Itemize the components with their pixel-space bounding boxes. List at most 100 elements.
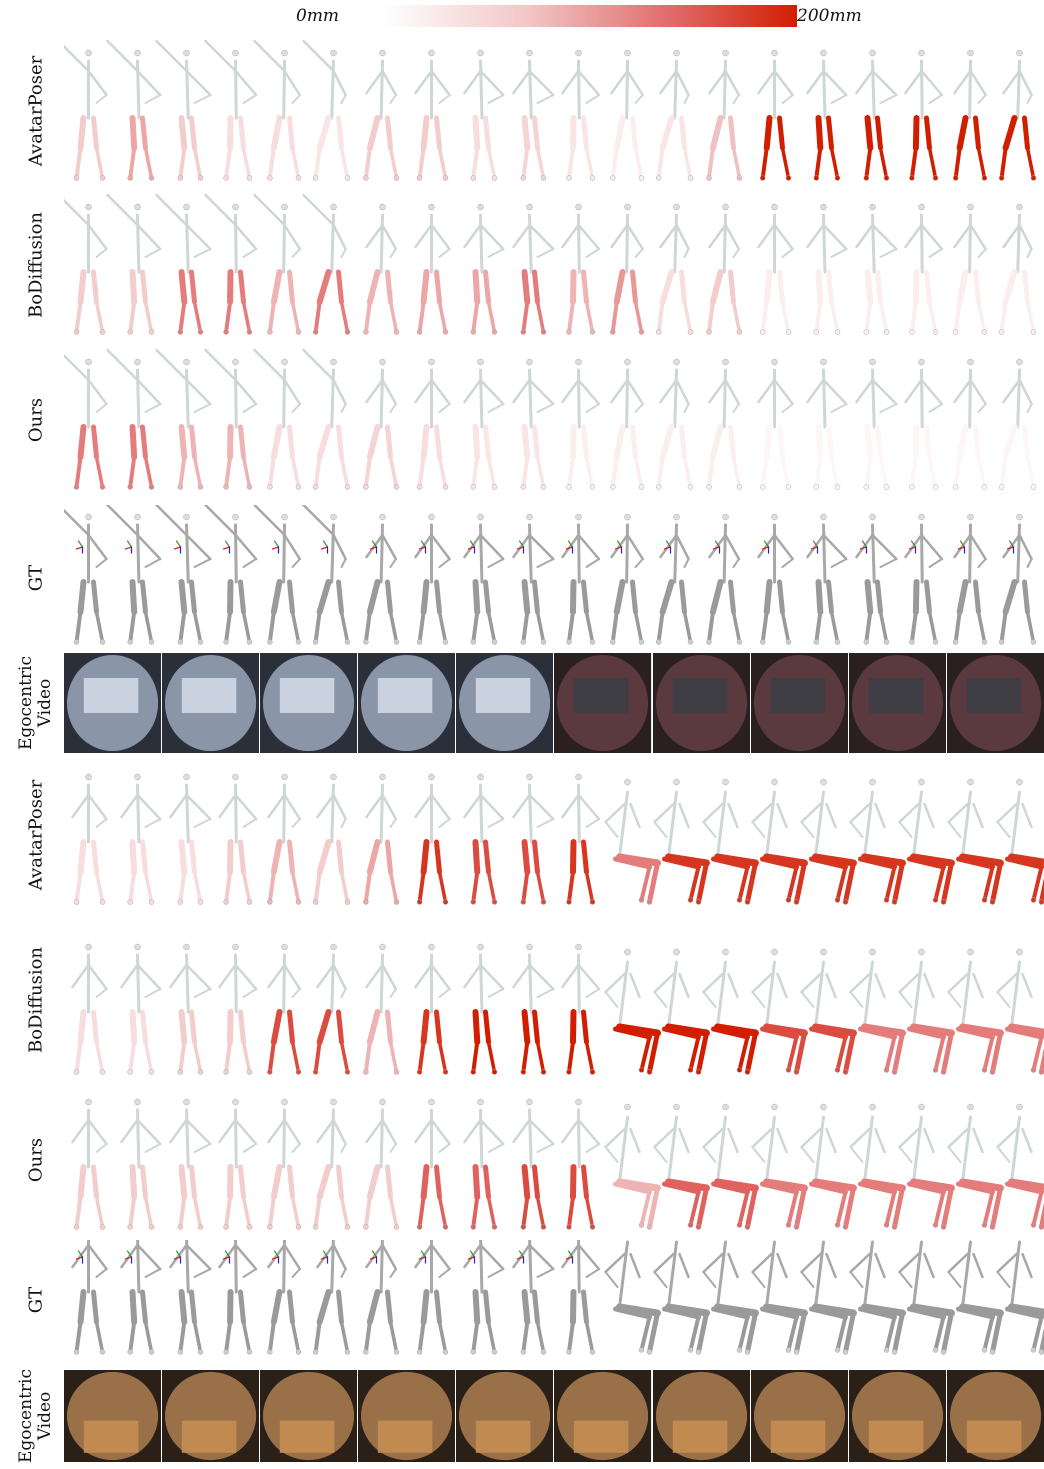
skeleton-figure [204,39,258,181]
egocentric-video-strip [64,653,1044,753]
skeleton-figure [267,1240,302,1355]
row-label: Egocentric Video [16,1369,55,1463]
skeleton-figure [512,1098,555,1230]
skeleton-figure [169,773,212,905]
video-frame [260,1370,359,1462]
skeleton-figure [996,1103,1044,1230]
skeleton-figure [653,1103,710,1230]
skeleton-figure [463,1240,505,1355]
skeleton-figure [155,348,212,490]
video-frame [554,653,653,753]
row-label: Egocentric Video [16,656,55,750]
skeleton-figure [604,948,661,1075]
row-label: GT [25,1286,47,1314]
skeleton-figure [414,513,451,645]
video-frame [162,653,261,753]
error-colorbar: 0mm 200mm [296,0,862,34]
skeleton-figure [169,1240,212,1355]
skeleton-figure [800,1103,857,1230]
skeleton-figure [604,778,661,905]
skeleton-figure [414,773,451,905]
skeleton-figure [653,948,710,1075]
skeleton-figure [610,203,645,335]
skeleton-figure [302,39,351,181]
skeleton-figure [463,358,505,490]
row-2: Ours [0,345,1044,495]
video-frame [652,653,751,753]
skeleton-figure [155,39,212,181]
skeleton-figure [849,1240,906,1355]
row-9: Egocentric Video [0,1369,1044,1463]
skeleton-figure [120,773,162,905]
skeleton-figure [71,773,108,905]
skeleton-figure [898,1103,955,1230]
skeleton-figure [855,203,898,335]
skeleton-figure [204,505,258,645]
skeleton-figure [64,44,108,181]
skeleton-figure [561,1098,601,1230]
skeleton-sequence [64,39,1037,181]
skeleton-figure [512,49,555,181]
row-label: GT [25,564,47,591]
skeleton-figure [904,358,944,490]
skeleton-figure [898,778,955,905]
skeleton-figure [849,778,906,905]
row-label: Ours [25,1137,47,1183]
skeleton-figure [561,1240,601,1355]
skeleton-figure [312,1240,351,1355]
colorbar-max-label: 200mm [797,6,862,26]
skeleton-figure [561,943,601,1075]
skeleton-figure [706,513,743,645]
skeleton-figure [952,513,988,645]
skeleton-figure [64,508,108,645]
skeleton-figure [253,39,302,181]
skeleton-figure [947,1240,1004,1355]
skeleton-figure [512,358,555,490]
skeleton-figure [653,778,710,905]
skeleton-figure [512,773,555,905]
row-label: AvatarPoser [25,779,47,891]
skeleton-figure [155,193,212,335]
skeleton-figure [898,948,955,1075]
skeleton-figure [751,778,808,905]
skeleton-figure [155,505,212,645]
skeleton-figure [610,513,645,645]
row-3: GT [0,505,1044,650]
skeleton-sequence [64,505,1037,645]
skeleton-figure [71,1240,108,1355]
skeleton-figure [996,948,1044,1075]
skeleton-figure [604,1240,661,1355]
skeleton-figure [512,943,555,1075]
skeleton-figure [998,203,1037,335]
skeleton-figure [363,358,400,490]
skeleton-sequence [64,348,1037,490]
skeleton-figure [702,1240,759,1355]
row-label: BoDiffusion [25,211,47,319]
skeleton-figure [414,1098,451,1230]
skeleton-figure [561,49,601,181]
skeleton-figure [218,1240,258,1355]
skeleton-figure [253,348,302,490]
row-label: Ours [25,397,47,443]
skeleton-figure [998,513,1037,645]
row-0: AvatarPoser [0,36,1044,186]
skeleton-figure [757,203,794,335]
skeleton-figure [849,1103,906,1230]
skeleton-figure [898,1240,955,1355]
video-frame [946,653,1044,753]
skeleton-figure [610,358,645,490]
row-5: AvatarPoser [0,760,1044,910]
skeleton-figure [561,203,601,335]
skeleton-figure [302,505,351,645]
skeleton-sequence [71,1098,1044,1230]
skeleton-figure [312,1098,351,1230]
skeleton-figure [64,198,108,335]
skeleton-figure [120,1240,162,1355]
skeleton-figure [463,513,505,645]
skeleton-figure [800,778,857,905]
skeleton-figure [302,193,351,335]
skeleton-figure [904,203,944,335]
skeleton-figure [561,773,601,905]
skeleton-figure [106,348,162,490]
skeleton-figure [267,1098,302,1230]
